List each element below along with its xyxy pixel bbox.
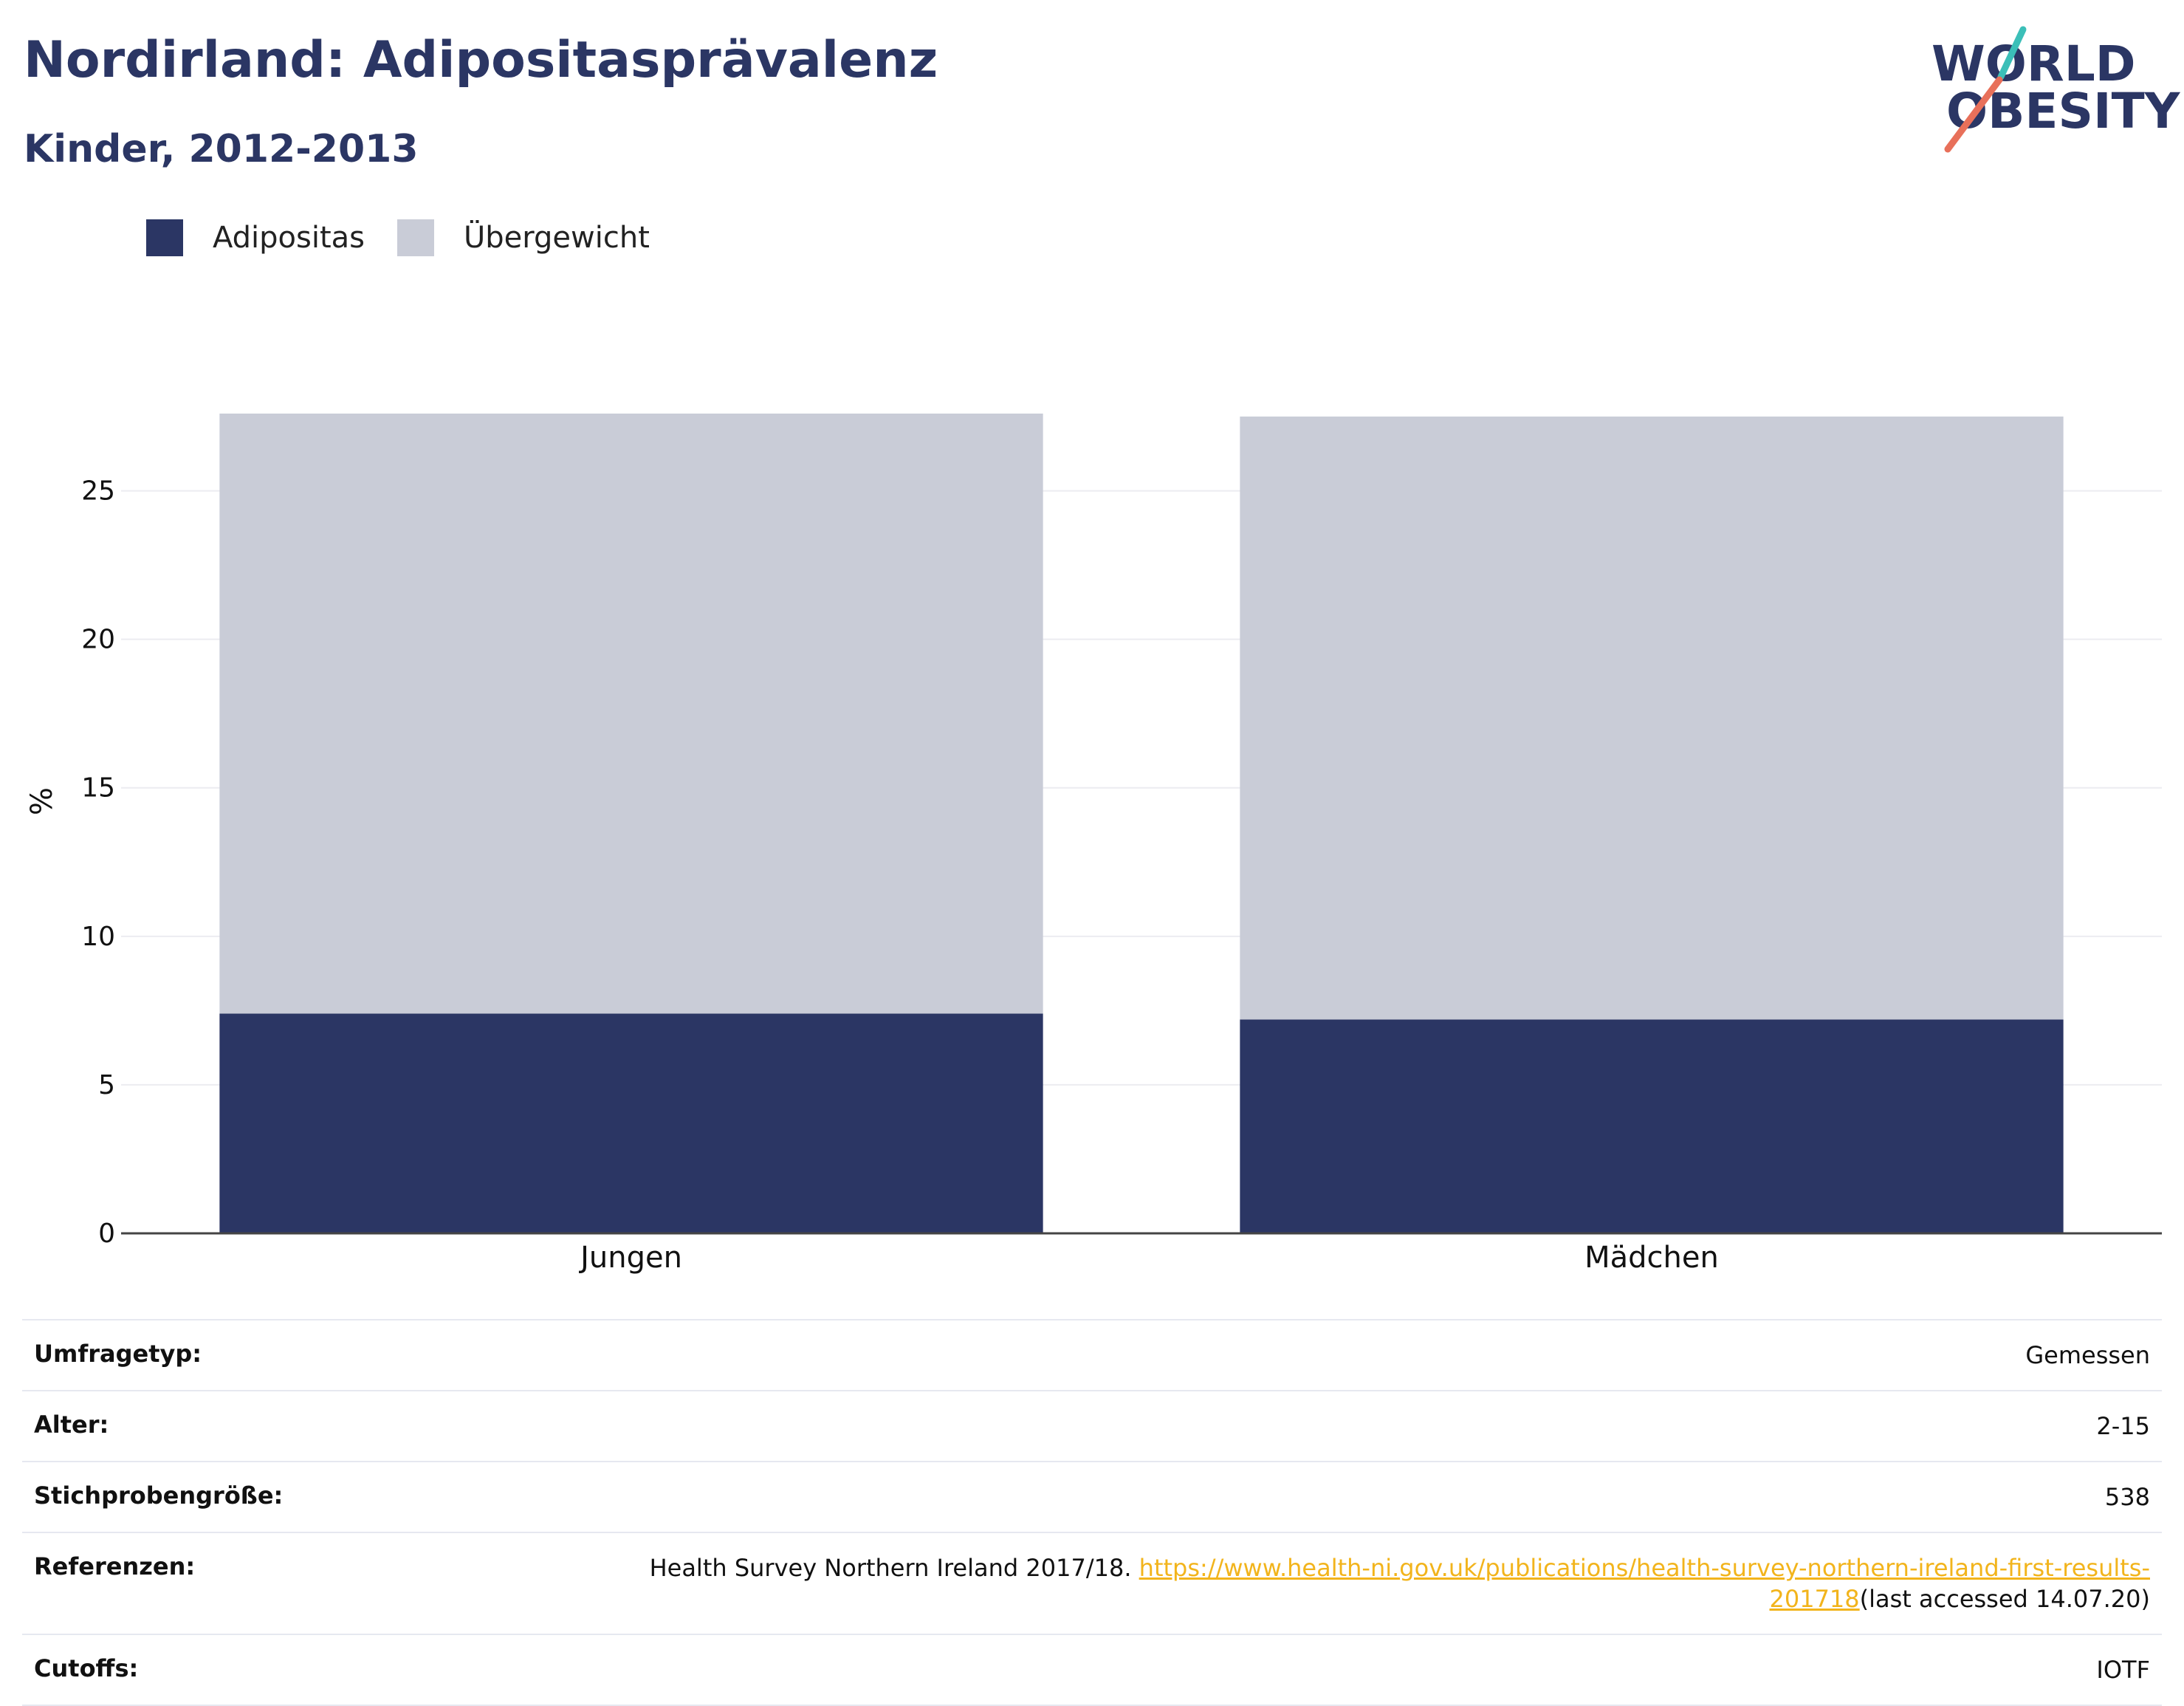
info-row-alter: Alter: 2-15 (22, 1391, 2162, 1462)
chart-title: Nordirland: Adipositasprävalenz (24, 31, 938, 89)
y-axis-label: % (25, 787, 59, 815)
info-key: Umfragetyp: (34, 1340, 202, 1368)
info-value: 2-15 (2096, 1412, 2150, 1440)
logo-line-2: OBESITY (1946, 83, 2180, 140)
legend-label-uebergewicht: Übergewicht (464, 221, 650, 255)
y-tick-label: 10 (81, 922, 115, 952)
info-key: Alter: (34, 1411, 109, 1439)
bar-adipositas-m-dchen (1240, 1019, 2064, 1233)
info-row-umfragetyp: Umfragetyp: Gemessen (22, 1320, 2162, 1391)
reference-text: Health Survey Northern Ireland 2017/18. (649, 1554, 1139, 1582)
legend-item-uebergewicht[interactable]: Übergewicht (397, 219, 650, 256)
legend-swatch-uebergewicht (397, 219, 435, 256)
reference-link[interactable]: https://www.health-ni.gov.uk/publication… (1139, 1554, 2150, 1613)
y-tick-label: 5 (98, 1070, 115, 1100)
x-category-label: Mädchen (1584, 1241, 1719, 1275)
x-category-label: Jungen (578, 1241, 682, 1275)
info-value: IOTF (2096, 1656, 2150, 1684)
info-value: 538 (2104, 1483, 2150, 1511)
world-obesity-logo: WORLD OBESITY (1929, 22, 2180, 155)
info-value: Gemessen (2025, 1341, 2150, 1369)
legend-item-adipositas[interactable]: Adipositas (146, 219, 365, 256)
chart-subtitle: Kinder, 2012-2013 (24, 127, 419, 171)
legend-swatch-adipositas (146, 219, 183, 256)
legend-label-adipositas: Adipositas (213, 221, 365, 255)
stacked-bar-chart: 0 5 10 15 20 25 Jungen Mädchen% (25, 414, 2162, 1275)
reference-accessed: (last accessed 14.07.20) (1859, 1585, 2150, 1613)
y-tick-label: 0 (98, 1219, 115, 1249)
info-table: Umfragetyp: Gemessen Alter: 2-15 Stichpr… (22, 1319, 2162, 1706)
info-row-referenzen: Referenzen: Health Survey Northern Irela… (22, 1533, 2162, 1635)
legend: Adipositas Übergewicht (146, 219, 682, 257)
info-key: Referenzen: (34, 1552, 196, 1580)
y-tick-label: 20 (81, 625, 115, 655)
y-tick-label: 15 (81, 773, 115, 804)
logo-line-1: WORLD (1931, 35, 2136, 92)
bar--bergewicht-m-dchen (1240, 417, 2064, 1020)
info-value-reference: Health Survey Northern Ireland 2017/18. … (650, 1552, 2150, 1614)
bar-adipositas-jungen (219, 1013, 1043, 1233)
bar--bergewicht-jungen (219, 414, 1043, 1014)
info-key: Cutoffs: (34, 1654, 139, 1682)
y-tick-label: 25 (81, 476, 115, 507)
info-row-stichprobengroesse: Stichprobengröße: 538 (22, 1462, 2162, 1533)
logo-slash-icon (1944, 26, 2027, 153)
info-key: Stichprobengröße: (34, 1481, 284, 1510)
